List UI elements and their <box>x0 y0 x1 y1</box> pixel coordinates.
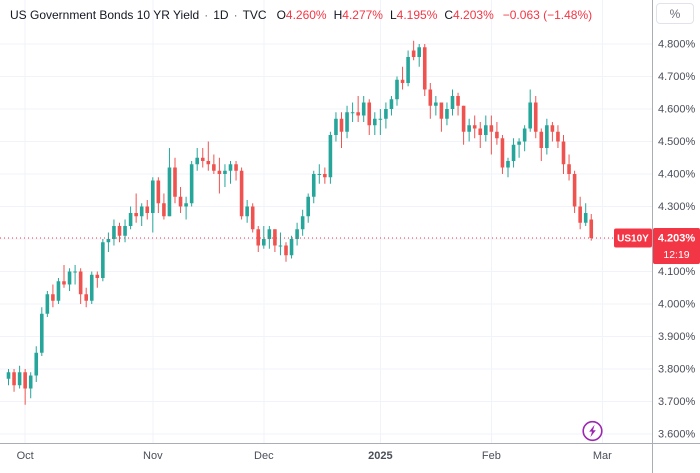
close-label: C <box>444 8 454 22</box>
time-tick-label: 2025 <box>368 450 392 462</box>
high-label: H <box>333 8 343 22</box>
price-tick-label: 4.500% <box>658 136 696 148</box>
symbol-name-badge-label: US10Y <box>617 234 649 245</box>
price-tick-label: 4.600% <box>658 104 696 116</box>
symbol-title[interactable]: US Government Bonds 10 YR Yield <box>10 8 200 22</box>
time-tick-label: Dec <box>254 450 274 462</box>
price-scale[interactable]: 4.800% 4.700% 4.600% 4.500% 4.400% 4.300% 4.10… <box>658 39 696 441</box>
time-tick-label: Nov <box>143 450 163 462</box>
symbol-legend: US Government Bonds 10 YR Yield · 1D · T… <box>10 8 592 22</box>
last-price-label: 4.203% <box>658 233 696 245</box>
time-tick-label: Oct <box>17 450 34 462</box>
percent-scale-button[interactable]: % <box>656 3 694 24</box>
change-value: −0.063 (−1.48%) <box>502 8 593 22</box>
close-value: 4.203% <box>453 8 494 22</box>
low-value: 4.195% <box>396 8 438 22</box>
time-tick-label: Mar <box>593 450 612 462</box>
price-tick-label: 3.600% <box>658 429 696 441</box>
time-tick-label: Feb <box>482 450 501 462</box>
separator-dot: · <box>204 8 209 22</box>
grid-lines <box>0 0 652 443</box>
candlestick-series <box>6 40 594 405</box>
price-tick-label: 4.400% <box>658 169 696 181</box>
exchange-label[interactable]: TVC <box>242 8 267 22</box>
lightning-bolt-icon <box>589 424 596 438</box>
interval-label[interactable]: 1D <box>213 8 229 22</box>
price-tick-label: 4.100% <box>658 266 696 278</box>
symbol-name-badge: US10Y <box>614 228 652 248</box>
open-label: O <box>276 8 286 22</box>
price-tick-label: 4.000% <box>658 299 696 311</box>
price-tick-label: 4.700% <box>658 71 696 83</box>
separator-dot: · <box>233 8 238 22</box>
price-tick-label: 4.800% <box>658 39 696 51</box>
open-value: 4.260% <box>285 8 327 22</box>
bar-countdown-label: 12:19 <box>663 249 689 261</box>
price-tick-label: 3.900% <box>658 331 696 343</box>
time-scale[interactable]: Oct Nov Dec 2025 Feb Mar <box>17 450 613 462</box>
price-tick-label: 4.300% <box>658 201 696 213</box>
boost-icon[interactable] <box>582 420 603 442</box>
last-price-axis-badge: 4.203% 12:19 <box>653 228 700 265</box>
low-label: L <box>389 8 397 22</box>
ohlc-values: O4.260% H4.277% L4.195% C4.203% <box>277 8 501 22</box>
price-tick-label: 3.800% <box>658 364 696 376</box>
price-tick-label: 3.700% <box>658 396 696 408</box>
high-value: 4.277% <box>342 8 383 22</box>
